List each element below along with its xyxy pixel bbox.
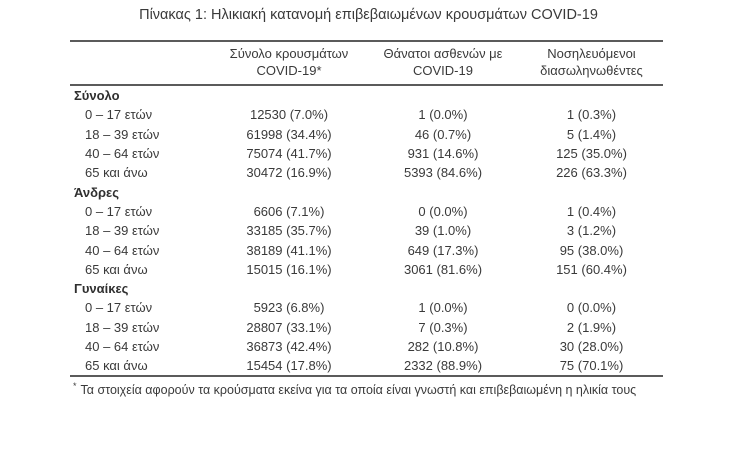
- intubated-cell: 0 (0.0%): [566, 300, 617, 316]
- age-label: 65 και άνω: [85, 358, 148, 374]
- cases-cell: 61998 (34.4%): [246, 126, 332, 142]
- section-row-women: Γυναίκες: [70, 279, 663, 298]
- deaths-cell: 46 (0.7%): [414, 126, 472, 142]
- table-row: 65 και άνω 30472 (16.9%) 5393 (84.6%) 22…: [70, 163, 663, 182]
- cases-cell: 5923 (6.8%): [253, 300, 325, 316]
- age-label: 18 – 39 ετών: [85, 223, 160, 239]
- table-body: Σύνολο 0 – 17 ετών 12530 (7.0%) 1 (0.0%)…: [70, 85, 663, 376]
- table-row: 0 – 17 ετών 12530 (7.0%) 1 (0.0%) 1 (0.3…: [70, 105, 663, 124]
- table-row: 18 – 39 ετών 61998 (34.4%) 46 (0.7%) 5 (…: [70, 125, 663, 144]
- table-row: 18 – 39 ετών 33185 (35.7%) 39 (1.0%) 3 (…: [70, 221, 663, 240]
- intubated-cell: 226 (63.3%): [556, 165, 627, 181]
- age-label: 65 και άνω: [85, 165, 148, 181]
- table-row: 0 – 17 ετών 6606 (7.1%) 0 (0.0%) 1 (0.4%…: [70, 202, 663, 221]
- col-header-deaths: Θάνατοι ασθενών με COVID-19: [366, 41, 520, 86]
- deaths-cell: 0 (0.0%): [418, 203, 468, 219]
- col-header-total-cases-line1: Σύνολο κρουσμάτων: [229, 46, 349, 61]
- cases-cell: 38189 (41.1%): [246, 242, 332, 258]
- age-column-header: [70, 41, 212, 86]
- intubated-cell: 95 (38.0%): [559, 242, 624, 258]
- section-row-men: Άνδρες: [70, 182, 663, 201]
- table-header: Σύνολο κρουσμάτων COVID-19* Θάνατοι ασθε…: [70, 41, 663, 86]
- cases-cell: 28807 (33.1%): [246, 319, 332, 335]
- table-row: 40 – 64 ετών 75074 (41.7%) 931 (14.6%) 1…: [70, 144, 663, 163]
- footnote-marker: *: [73, 381, 77, 391]
- deaths-cell: 649 (17.3%): [407, 242, 479, 258]
- section-row-total: Σύνολο: [70, 85, 663, 105]
- table-title: Πίνακας 1: Ηλικιακή κατανομή επιβεβαιωμέ…: [139, 7, 598, 23]
- footnote-text: Τα στοιχεία αφορούν τα κρούσματα εκείνα …: [80, 383, 637, 398]
- header-row: Σύνολο κρουσμάτων COVID-19* Θάνατοι ασθε…: [70, 41, 663, 86]
- cases-cell: 15454 (17.8%): [246, 358, 332, 374]
- age-label: 18 – 39 ετών: [85, 319, 160, 335]
- age-label: 40 – 64 ετών: [85, 242, 160, 258]
- footnote: * Τα στοιχεία αφορούν τα κρούσματα εκείνα…: [73, 381, 636, 397]
- cases-cell: 15015 (16.1%): [246, 261, 332, 277]
- covid-age-table: Σύνολο κρουσμάτων COVID-19* Θάνατοι ασθε…: [70, 40, 663, 378]
- col-header-intubated-line2: διασωληνωθέντες: [540, 62, 643, 78]
- col-header-intubated-line1: Νοσηλευόμενοι: [547, 46, 636, 61]
- intubated-cell: 125 (35.0%): [556, 146, 627, 162]
- cases-cell: 12530 (7.0%): [249, 107, 329, 123]
- intubated-cell: 1 (0.3%): [566, 107, 617, 123]
- age-label: 0 – 17 ετών: [85, 107, 153, 123]
- deaths-cell: 2332 (88.9%): [403, 358, 483, 374]
- cases-cell: 6606 (7.1%): [253, 203, 325, 219]
- intubated-cell: 1 (0.4%): [566, 203, 617, 219]
- deaths-cell: 931 (14.6%): [407, 146, 479, 162]
- age-label: 0 – 17 ετών: [85, 203, 153, 219]
- cases-cell: 75074 (41.7%): [246, 146, 332, 162]
- section-label: Άνδρες: [74, 184, 119, 200]
- table-row: 40 – 64 ετών 36873 (42.4%) 282 (10.8%) 3…: [70, 337, 663, 356]
- intubated-cell: 75 (70.1%): [559, 358, 624, 374]
- cases-cell: 36873 (42.4%): [246, 339, 332, 354]
- cases-cell: 30472 (16.9%): [246, 165, 332, 181]
- deaths-cell: 5393 (84.6%): [403, 165, 483, 181]
- age-label: 40 – 64 ετών: [85, 146, 160, 162]
- table-row: 65 και άνω 15454 (17.8%) 2332 (88.9%) 75…: [70, 356, 663, 376]
- table-row: 18 – 39 ετών 28807 (33.1%) 7 (0.3%) 2 (1…: [70, 318, 663, 337]
- section-label: Σύνολο: [74, 88, 120, 104]
- deaths-cell: 7 (0.3%): [418, 319, 468, 335]
- table-row: 40 – 64 ετών 38189 (41.1%) 649 (17.3%) 9…: [70, 240, 663, 259]
- cases-cell: 33185 (35.7%): [246, 223, 332, 239]
- deaths-cell: 1 (0.0%): [418, 107, 468, 123]
- col-header-deaths-line2: COVID-19: [413, 62, 473, 78]
- table-row: 65 και άνω 15015 (16.1%) 3061 (81.6%) 15…: [70, 260, 663, 279]
- intubated-cell: 151 (60.4%): [556, 261, 627, 277]
- section-label: Γυναίκες: [74, 281, 129, 297]
- col-header-total-cases-line2: COVID-19*: [256, 62, 322, 78]
- col-header-intubated: Νοσηλευόμενοι διασωληνωθέντες: [520, 41, 663, 86]
- deaths-cell: 282 (10.8%): [407, 339, 479, 354]
- intubated-cell: 5 (1.4%): [566, 126, 617, 142]
- deaths-cell: 39 (1.0%): [414, 223, 472, 239]
- col-header-total-cases: Σύνολο κρουσμάτων COVID-19*: [212, 41, 366, 86]
- age-label: 18 – 39 ετών: [85, 126, 160, 142]
- intubated-cell: 2 (1.9%): [566, 319, 617, 335]
- age-label: 40 – 64 ετών: [85, 339, 160, 354]
- intubated-cell: 3 (1.2%): [566, 223, 617, 239]
- table-container: Σύνολο κρουσμάτων COVID-19* Θάνατοι ασθε…: [70, 40, 663, 378]
- deaths-cell: 3061 (81.6%): [403, 261, 483, 277]
- age-label: 0 – 17 ετών: [85, 300, 153, 316]
- intubated-cell: 30 (28.0%): [559, 339, 624, 354]
- deaths-cell: 1 (0.0%): [418, 300, 468, 316]
- table-row: 0 – 17 ετών 5923 (6.8%) 1 (0.0%) 0 (0.0%…: [70, 298, 663, 317]
- age-label: 65 και άνω: [85, 261, 148, 277]
- col-header-deaths-line1: Θάνατοι ασθενών με: [383, 46, 503, 61]
